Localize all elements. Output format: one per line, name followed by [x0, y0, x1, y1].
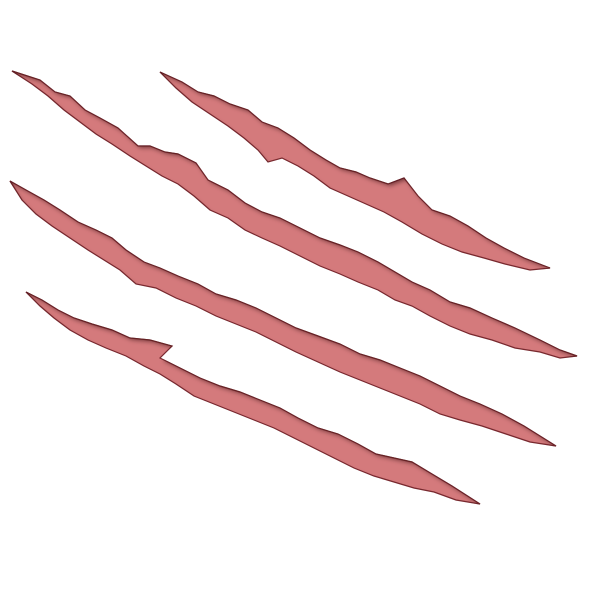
scratch-mark-4	[25, 291, 481, 505]
scratch-mark-2	[159, 71, 551, 271]
scratch-mark-3	[9, 180, 557, 447]
scratch-mark-1	[11, 70, 578, 359]
